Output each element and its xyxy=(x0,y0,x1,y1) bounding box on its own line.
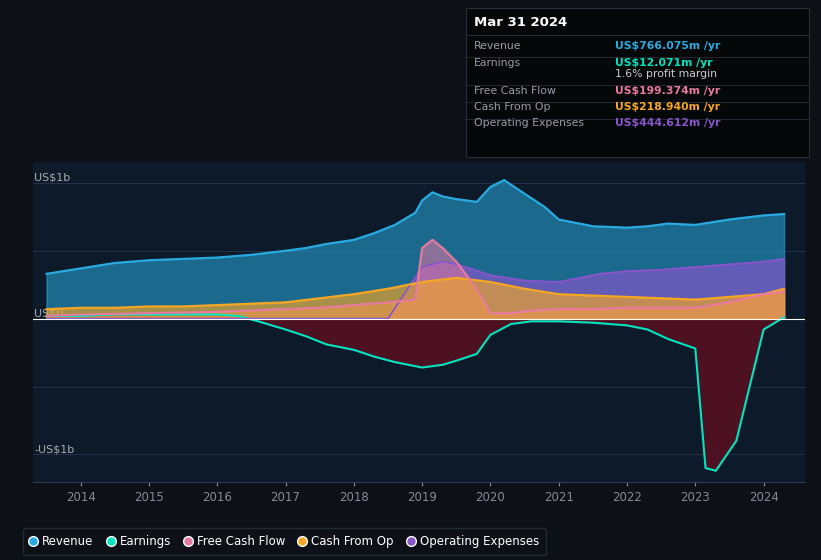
Text: 1.6% profit margin: 1.6% profit margin xyxy=(615,69,717,79)
Text: US$444.612m /yr: US$444.612m /yr xyxy=(615,118,721,128)
Text: US$199.374m /yr: US$199.374m /yr xyxy=(615,86,720,96)
Text: -US$1b: -US$1b xyxy=(34,445,75,454)
Text: US$218.940m /yr: US$218.940m /yr xyxy=(615,102,720,113)
Text: Mar 31 2024: Mar 31 2024 xyxy=(474,16,567,29)
Legend: Revenue, Earnings, Free Cash Flow, Cash From Op, Operating Expenses: Revenue, Earnings, Free Cash Flow, Cash … xyxy=(23,528,546,556)
Text: US$12.071m /yr: US$12.071m /yr xyxy=(615,58,713,68)
Text: US$0: US$0 xyxy=(34,309,64,319)
Text: Revenue: Revenue xyxy=(474,41,521,51)
Text: US$766.075m /yr: US$766.075m /yr xyxy=(615,41,720,51)
Text: Cash From Op: Cash From Op xyxy=(474,102,550,113)
Text: Earnings: Earnings xyxy=(474,58,521,68)
Text: Free Cash Flow: Free Cash Flow xyxy=(474,86,556,96)
Text: Operating Expenses: Operating Expenses xyxy=(474,118,584,128)
Text: US$1b: US$1b xyxy=(34,173,71,183)
